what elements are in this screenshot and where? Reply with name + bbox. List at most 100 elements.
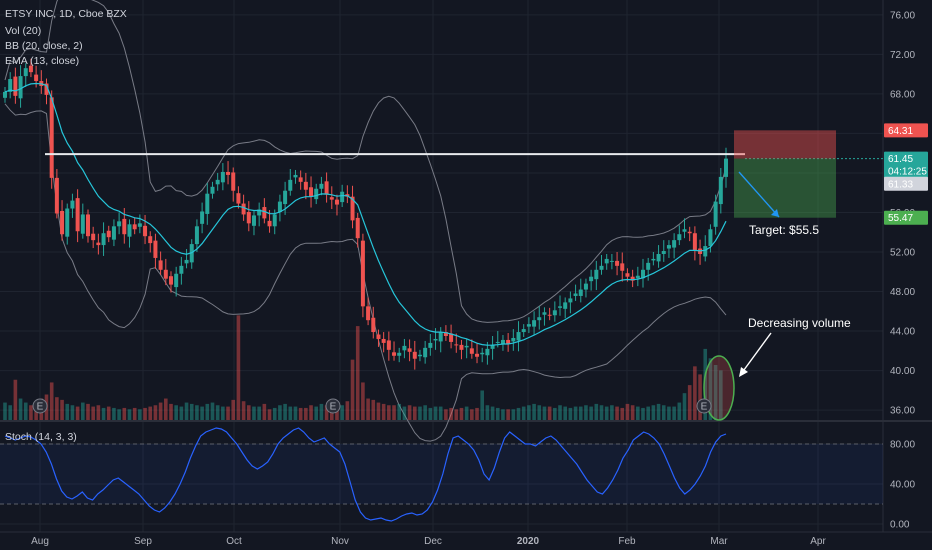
earnings-marker-label: E [701,402,708,413]
volume-bar [672,406,676,420]
candle-body [438,332,443,342]
candle-body [583,283,588,290]
candle-body [101,233,106,246]
volume-bar [547,406,552,420]
volume-bar [169,403,173,420]
candle-body [578,289,583,296]
indicator-ema: EMA (13, close) [5,55,79,67]
volume-bar [459,407,464,420]
price-tick-label: 36.00 [890,406,915,417]
volume-bar [13,379,18,420]
volume-bar [278,405,282,420]
volume-bar [122,407,127,420]
volume-bar [594,403,599,420]
time-tick-label: Dec [424,536,442,547]
candle-body [194,226,199,245]
volume-bar [252,406,256,420]
price-tick-label: 68.00 [890,89,915,100]
volume-bar [485,405,490,420]
volume-bar [615,406,619,420]
volume-bar [148,406,153,420]
volume-bar [355,326,360,420]
volume-bar [350,359,355,420]
earnings-marker-label: E [330,402,337,413]
candle-body [117,221,122,227]
bb-upper-line [4,0,727,323]
candle-body [60,210,65,235]
volume-bar [324,405,329,420]
candle-body [609,260,614,262]
volume-bar [319,403,324,420]
candle-body [241,203,246,215]
candle-body [168,276,173,285]
candle-body [500,339,505,345]
candle-body [703,246,708,257]
candle-body [381,338,386,343]
candle-body [231,172,236,191]
volume-bar [272,407,277,420]
candle-body [179,265,184,274]
earnings-marker [696,398,712,414]
volume-bar [620,407,625,420]
target-annotation: Target: $55.5 [749,223,819,237]
candle-body [594,269,599,280]
stochastic-pane [0,427,883,522]
candle-body [646,262,651,270]
volume-bar [470,409,474,420]
candle-body [521,329,526,333]
candle-body [615,260,620,266]
candle-body [257,209,262,216]
candle-body [246,211,251,224]
candle-body [65,208,70,237]
candle-body [443,332,448,336]
candle-body [303,181,308,190]
candle-body [314,188,319,200]
volume-bar [651,405,656,420]
candle-body [200,211,205,224]
volume-bar [241,401,246,420]
volume-bar [418,406,422,420]
candle-body [485,348,490,356]
volume-bar [433,406,438,420]
candle-body [573,293,578,296]
volume-bar [189,403,194,420]
candle-body [158,260,163,270]
stoch-tick-label: 40.00 [890,480,915,491]
volume-bar [366,398,370,420]
candle-body [625,273,630,277]
grid [0,0,932,533]
candle-body [708,229,713,247]
volume-bar [630,405,635,420]
volume-bar [444,409,448,420]
candle-body [568,298,573,303]
candle-body [433,338,438,341]
volume-bar [226,406,230,420]
volume-bar [454,409,459,420]
price-tag [884,210,928,225]
candle-body [630,276,635,281]
stoch-title: Stoch (14, 3, 3) [5,431,77,443]
stoch-tick-label: 0.00 [890,520,910,531]
volume-bar [698,374,702,420]
candle-body [547,314,552,316]
volume-bar [703,348,708,420]
candle-body [298,177,303,182]
volume-bar [511,409,516,420]
volume-bar [449,407,453,420]
candle-body [417,354,422,357]
candle-body [635,275,640,279]
volume-bar [179,406,184,420]
candle-body [272,214,277,227]
candle-body [205,193,210,214]
earnings-marker [325,398,341,414]
volume-bar [293,406,298,420]
volume-bar [402,406,407,420]
volume-bar [345,401,350,420]
price-tag [884,123,928,138]
volume-arrow [740,332,772,375]
volume-bar [86,403,90,420]
volume-bar [381,403,386,420]
candle-body [163,269,168,279]
